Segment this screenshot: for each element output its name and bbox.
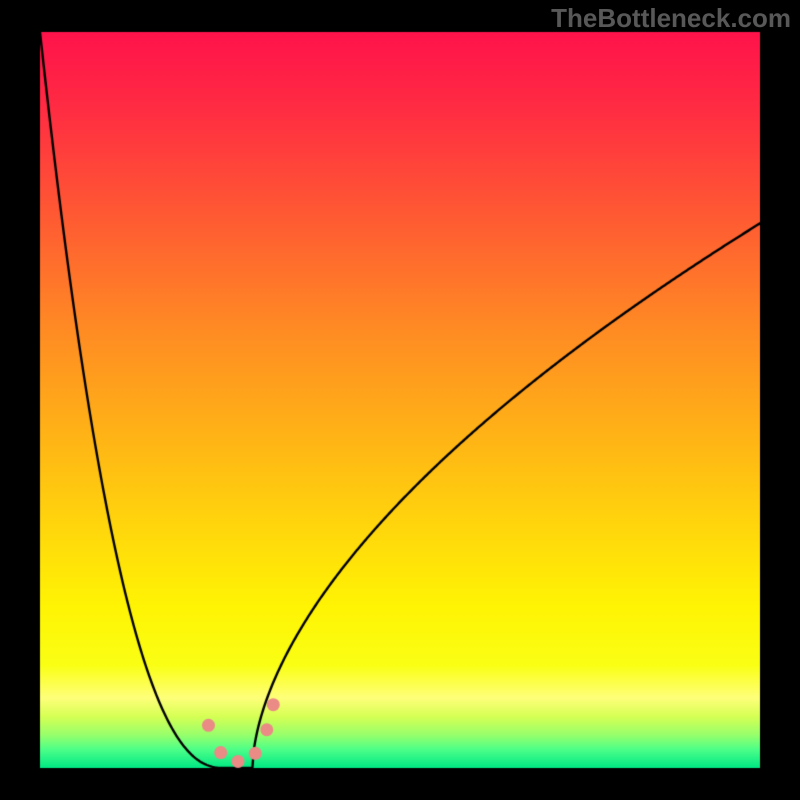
watermark-label: TheBottleneck.com bbox=[551, 3, 791, 34]
chart-stage: TheBottleneck.com bbox=[0, 0, 800, 800]
bottleneck-chart-canvas bbox=[0, 0, 800, 800]
